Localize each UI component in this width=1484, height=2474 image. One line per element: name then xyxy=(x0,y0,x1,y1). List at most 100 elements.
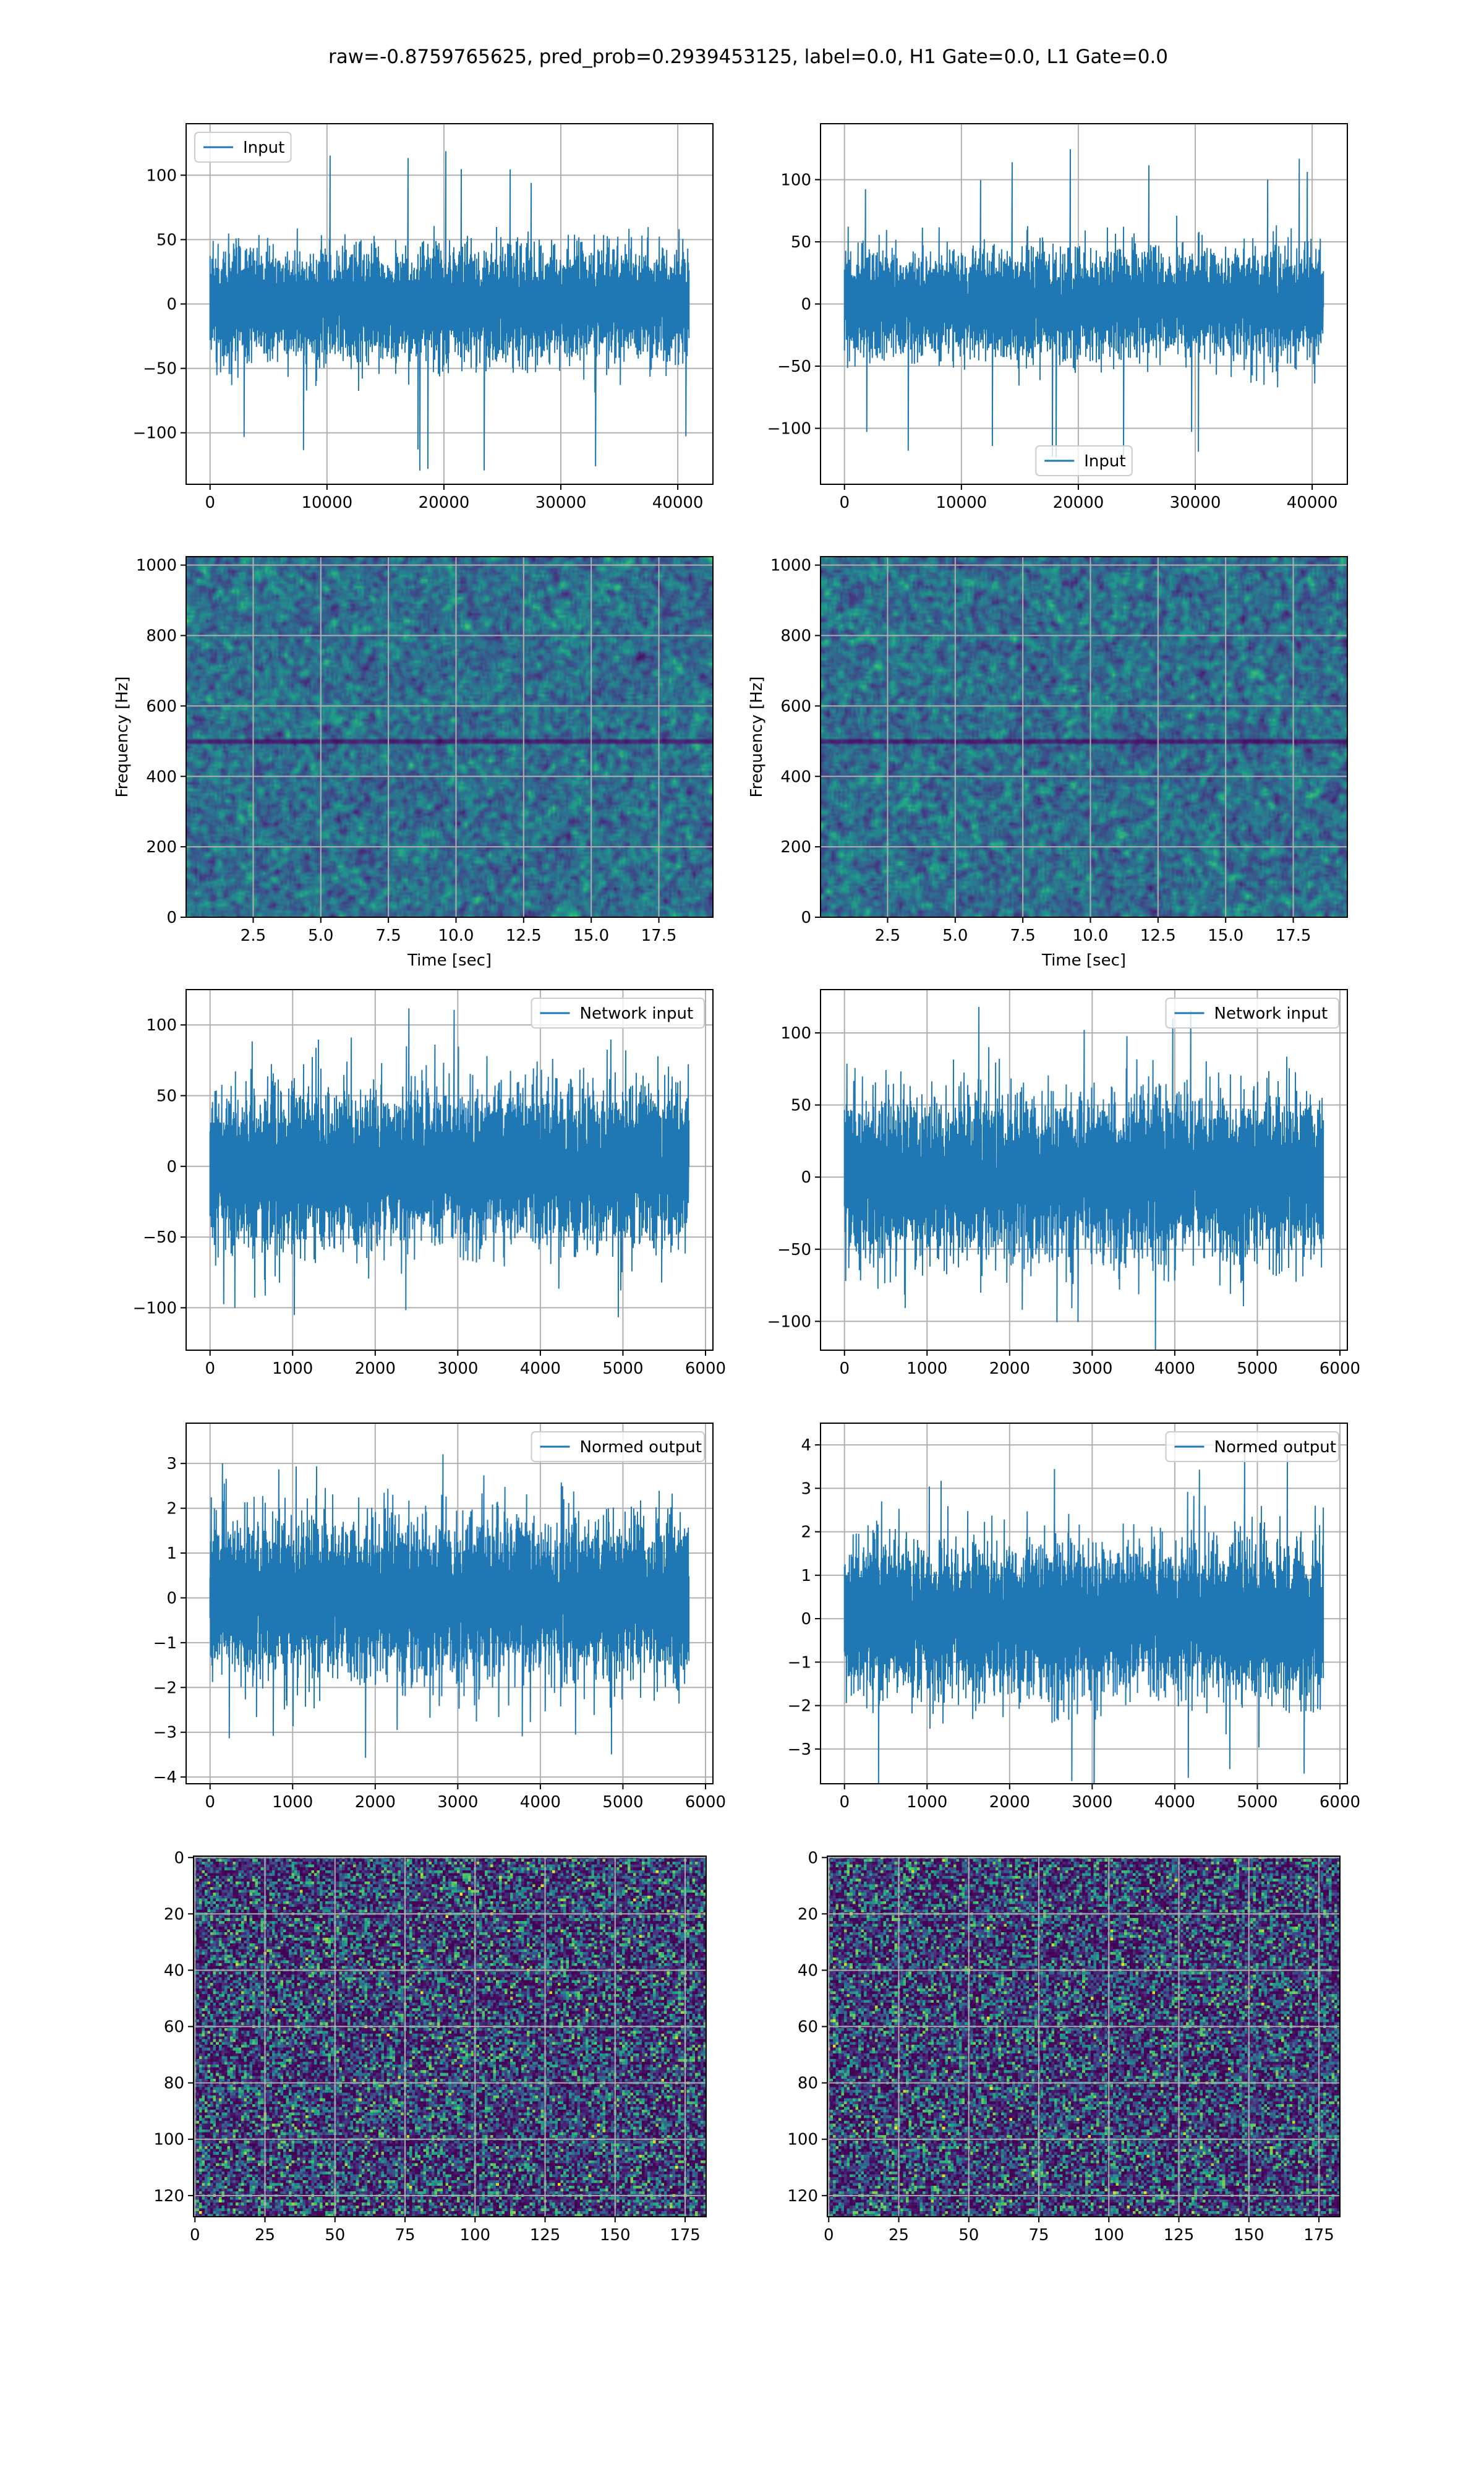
y-tick-label: 100 xyxy=(153,2131,184,2149)
y-tick-label: 1000 xyxy=(136,557,177,575)
x-tick-label: 6000 xyxy=(685,1793,726,1812)
y-axis-label: Frequency [Hz] xyxy=(748,676,766,797)
x-tick-label: 30000 xyxy=(1170,494,1221,512)
y-tick-label: 600 xyxy=(146,697,177,716)
x-tick-label: 5000 xyxy=(1237,1793,1277,1812)
y-tick-label: 50 xyxy=(156,231,177,249)
y-tick-label: 60 xyxy=(798,2018,818,2037)
legend-box xyxy=(1165,1431,1339,1462)
y-tick-label: 50 xyxy=(156,1087,177,1105)
x-tick-label: 40000 xyxy=(1287,494,1338,512)
y-tick-label: 400 xyxy=(780,768,811,786)
x-tick-label: 15.0 xyxy=(1208,927,1243,945)
subplot-p3: 2.5 5.0 7.5 10.0 12.5 15.0 17.5 0 200 400 600 800 10… xyxy=(113,556,714,970)
y-tick-label: −2 xyxy=(788,1697,811,1716)
y-tick-label: 200 xyxy=(780,838,811,857)
x-tick-label: 100 xyxy=(459,2226,490,2245)
grid-lines xyxy=(194,1856,706,2217)
x-tick-label: 6000 xyxy=(685,1359,726,1378)
x-tick-label: 125 xyxy=(530,2226,561,2245)
y-tick-label: 40 xyxy=(798,1961,818,1980)
subplot-p1: 0 10000 20000 30000 40000 −100 −50 0 50 100 Input xyxy=(133,123,714,512)
x-tick-label: 4000 xyxy=(1154,1359,1195,1378)
legend-box xyxy=(1035,445,1133,476)
x-tick-label: 25 xyxy=(889,2226,909,2245)
x-tick-label: 30000 xyxy=(535,494,587,512)
axes-frame xyxy=(820,1423,1348,1784)
subplot-p7: 0 1000 2000 3000 4000 5000 6000 −4 −3 −2 −1 0 1 2 3 Nor… xyxy=(153,1423,726,1812)
y-tick-label: 100 xyxy=(146,1016,177,1035)
x-tick-label: 0 xyxy=(205,1793,215,1812)
x-axis-label: Time [sec] xyxy=(1041,951,1126,970)
x-axis-label: Time [sec] xyxy=(407,951,492,970)
x-tick-label: 40000 xyxy=(652,494,704,512)
y-axis-label: Frequency [Hz] xyxy=(113,676,132,797)
legend: Network input xyxy=(1165,998,1339,1029)
x-tick-label: 15.0 xyxy=(573,927,609,945)
x-tick-label: 12.5 xyxy=(1140,927,1176,945)
y-tick-label: 80 xyxy=(798,2074,818,2093)
x-tick-label: 2000 xyxy=(989,1359,1030,1378)
y-tick-label: 400 xyxy=(146,768,177,786)
x-tick-label: 2000 xyxy=(989,1793,1030,1812)
legend: Normed output xyxy=(1165,1431,1339,1462)
legend-label: Network input xyxy=(580,1004,694,1023)
y-tick-label: 0 xyxy=(801,1610,811,1629)
y-tick-label: 0 xyxy=(801,1168,811,1187)
x-tick-label: 10.0 xyxy=(438,927,474,945)
x-tick-label: 5000 xyxy=(602,1359,643,1378)
y-tick-label: 100 xyxy=(787,2131,818,2149)
y-tick-label: 0 xyxy=(801,296,811,314)
x-tick-label: 1000 xyxy=(906,1793,947,1812)
x-tick-label: 10000 xyxy=(301,494,352,512)
grid-lines xyxy=(186,557,713,918)
axes-frame xyxy=(186,989,714,1351)
y-tick-label: 40 xyxy=(164,1961,184,1980)
axes-frame xyxy=(186,1423,714,1784)
subplot-grid: 0 10000 20000 30000 40000−100−50050100Input0… xyxy=(113,123,1360,2245)
y-tick-label: 0 xyxy=(801,909,811,927)
legend-label: Normed output xyxy=(580,1438,702,1457)
x-tick-label: 0 xyxy=(205,1359,215,1378)
axes-frame xyxy=(186,556,714,918)
y-tick-label: −100 xyxy=(767,420,811,439)
y-tick-label: 120 xyxy=(787,2187,818,2206)
subplot-p9: 0 25 50 75 100 125 150 175 0 20 40 60 80 100 120 xyxy=(153,1849,707,2245)
x-tick-label: 0 xyxy=(839,494,850,512)
x-tick-label: 0 xyxy=(839,1793,850,1812)
x-tick-label: 2.5 xyxy=(875,927,900,945)
subplot-p4: 2.5 5.0 7.5 10.0 12.5 15.0 17.5 0 200 400 600 800 10… xyxy=(748,556,1348,970)
x-tick-label: 175 xyxy=(1303,2226,1334,2245)
y-tick-label: 0 xyxy=(166,1158,177,1176)
x-tick-label: 4000 xyxy=(1154,1793,1195,1812)
y-tick-label: −1 xyxy=(788,1653,811,1672)
legend-label: Input xyxy=(1084,452,1125,471)
x-tick-label: 125 xyxy=(1164,2226,1195,2245)
x-tick-label: 7.5 xyxy=(375,927,401,945)
y-tick-label: 800 xyxy=(780,627,811,646)
y-tick-label: 3 xyxy=(801,1479,811,1498)
y-tick-label: −50 xyxy=(143,1228,177,1247)
x-tick-label: 10.0 xyxy=(1073,927,1109,945)
legend-box xyxy=(531,998,705,1029)
x-tick-label: 100 xyxy=(1093,2226,1124,2245)
series-line xyxy=(209,151,690,471)
y-tick-label: 3 xyxy=(166,1455,177,1473)
x-tick-label: 10000 xyxy=(936,494,987,512)
x-tick-label: 2.5 xyxy=(241,927,266,945)
y-tick-label: 2 xyxy=(801,1523,811,1542)
y-tick-label: 200 xyxy=(146,838,177,857)
y-tick-label: 0 xyxy=(166,1589,177,1607)
y-tick-label: 60 xyxy=(164,2018,184,2037)
x-tick-label: 0 xyxy=(824,2226,834,2245)
x-tick-label: 4000 xyxy=(520,1359,561,1378)
x-tick-label: 50 xyxy=(325,2226,345,2245)
subplot-p8: 0 1000 2000 3000 4000 5000 6000 −3 −2 −1 0 1 2 3 4 Norm… xyxy=(788,1423,1360,1812)
y-tick-label: 120 xyxy=(153,2187,184,2206)
x-tick-label: 50 xyxy=(958,2226,979,2245)
series-line xyxy=(209,1454,690,1758)
x-tick-label: 6000 xyxy=(1320,1359,1360,1378)
legend: Normed output xyxy=(531,1431,705,1462)
x-tick-label: 150 xyxy=(1234,2226,1264,2245)
heatmap-image xyxy=(821,557,1347,917)
